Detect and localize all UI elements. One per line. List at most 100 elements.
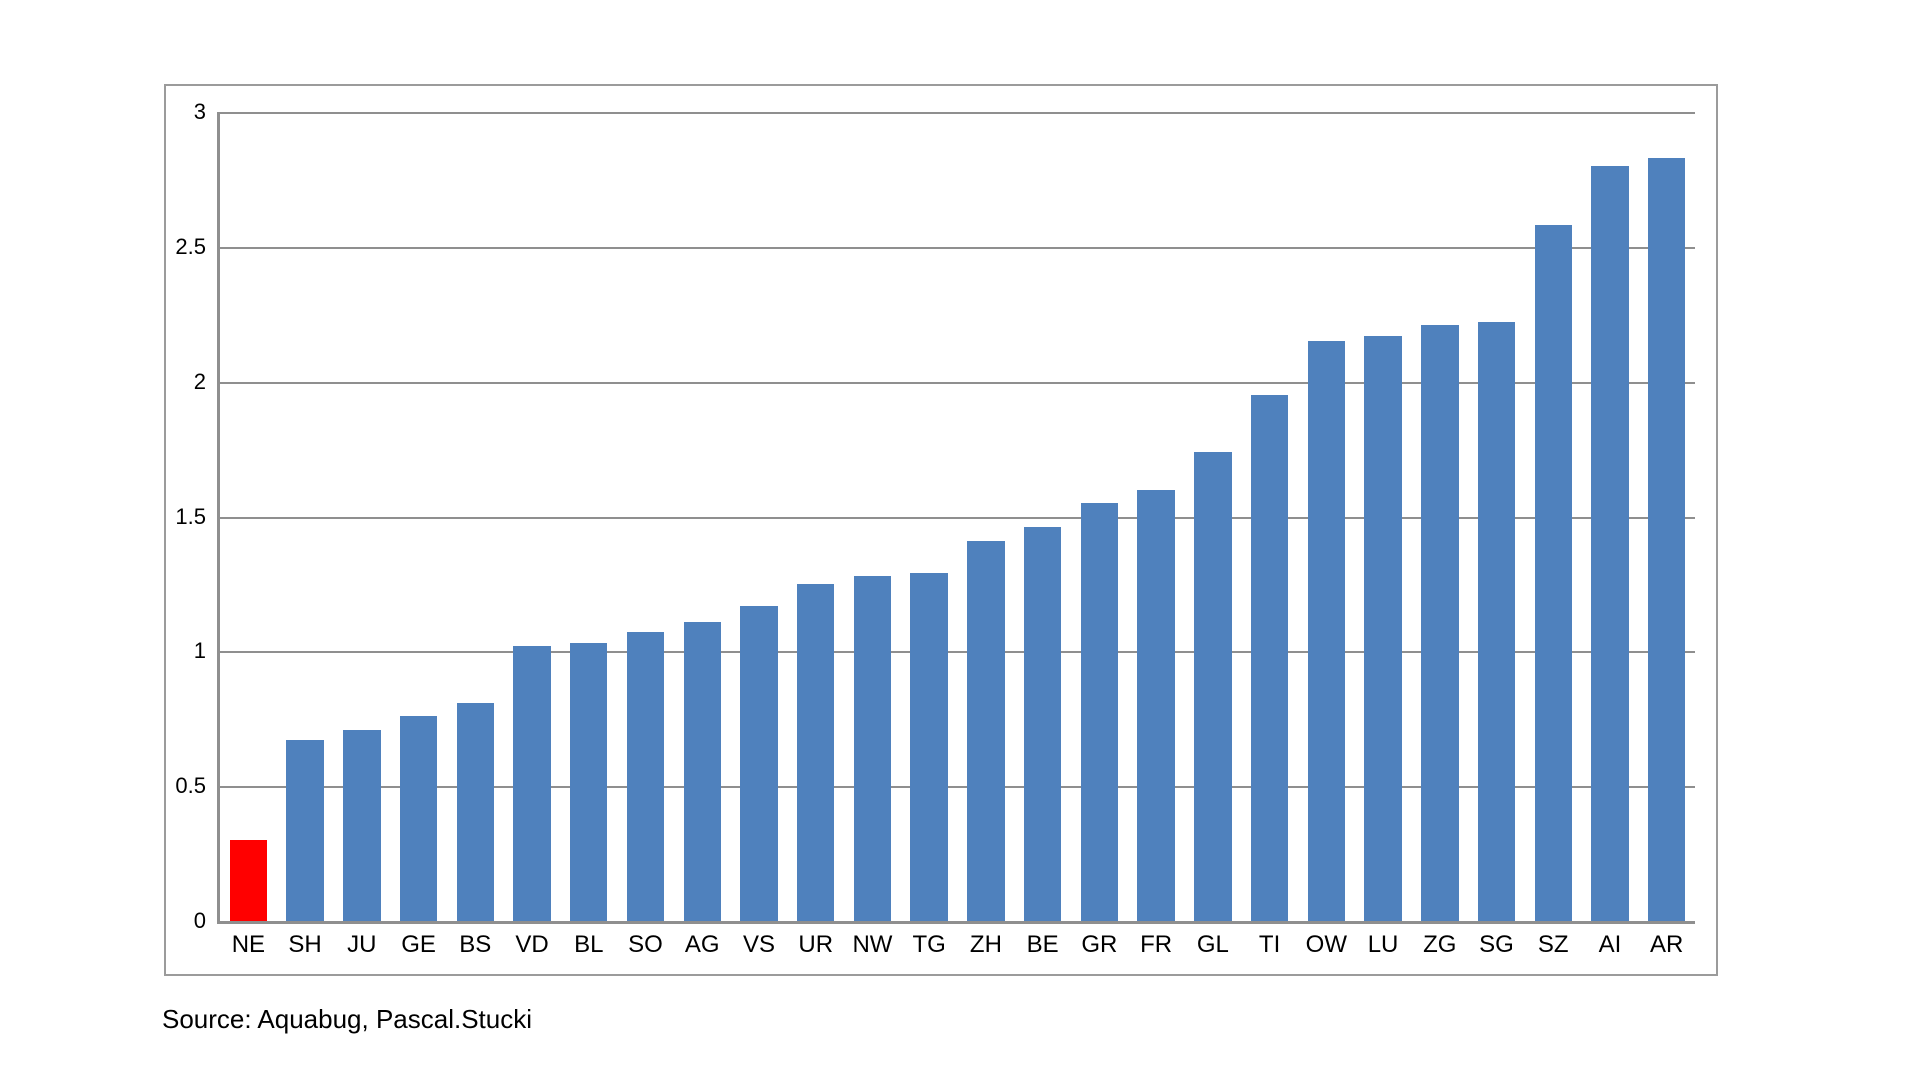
bar-slot-ZG — [1411, 112, 1468, 921]
x-label-SO: SO — [628, 931, 663, 958]
bar-slot-AI — [1582, 112, 1639, 921]
bar-slot-ZH — [958, 112, 1015, 921]
bar-GE — [399, 716, 438, 921]
bar-slot-NE — [220, 112, 277, 921]
bar-SZ — [1534, 225, 1572, 921]
bar-slot-GE — [390, 112, 447, 921]
x-label-NW: NW — [852, 931, 893, 958]
bar-slot-OW — [1298, 112, 1355, 921]
x-label-SG: SG — [1479, 931, 1514, 958]
bar-TI — [1250, 395, 1289, 921]
bar-GR — [1080, 503, 1119, 921]
bar-slot-BL — [560, 112, 617, 921]
bar-ZH — [967, 540, 1005, 921]
bar-BE — [1023, 527, 1062, 921]
plot-area — [217, 112, 1695, 924]
gridline-0.5 — [220, 786, 1695, 789]
x-label-BE: BE — [1026, 931, 1059, 958]
chart-frame — [164, 84, 1718, 976]
x-label-GL: GL — [1196, 931, 1229, 958]
bar-slot-VS — [731, 112, 788, 921]
bar-slot-AG — [674, 112, 731, 921]
x-label-BL: BL — [574, 931, 604, 958]
gridline-1.5 — [220, 516, 1695, 519]
x-axis-line — [217, 921, 1695, 924]
x-label-SH: SH — [288, 931, 322, 958]
bar-slot-GL — [1184, 112, 1241, 921]
gridline-2 — [220, 381, 1695, 384]
bar-slot-UR — [787, 112, 844, 921]
x-label-LU: LU — [1367, 931, 1399, 958]
bar-ZG — [1421, 325, 1459, 921]
bar-slot-VD — [504, 112, 561, 921]
bar-JU — [343, 729, 381, 921]
x-label-NE: NE — [231, 931, 266, 958]
source-note: Source: Aquabug, Pascal.Stucki — [162, 1004, 533, 1034]
bar-NE — [229, 840, 268, 921]
bar-FR — [1137, 489, 1175, 921]
x-label-VD: VD — [515, 931, 549, 958]
x-label-UR: UR — [798, 931, 834, 958]
bar-UR — [796, 583, 835, 921]
bar-slot-BS — [447, 112, 504, 921]
x-label-ZG: ZG — [1423, 931, 1457, 958]
bar-NW — [853, 575, 892, 921]
y-tick-label-0: 0 — [193, 908, 206, 933]
bar-VS — [740, 605, 778, 921]
bar-slot-TG — [901, 112, 958, 921]
bar-slot-SG — [1468, 112, 1525, 921]
bar-GL — [1194, 451, 1232, 921]
x-label-AR: AR — [1650, 931, 1684, 958]
bar-slot-SO — [617, 112, 674, 921]
bar-AI — [1591, 165, 1629, 921]
bar-SG — [1477, 322, 1516, 921]
x-label-BS: BS — [459, 931, 492, 958]
bar-TG — [910, 573, 948, 921]
bar-slot-GR — [1071, 112, 1128, 921]
x-label-GE: GE — [401, 931, 436, 958]
bar-slot-BE — [1014, 112, 1071, 921]
bar-slot-SZ — [1525, 112, 1582, 921]
y-tick-label-1.5: 1.5 — [175, 503, 206, 529]
y-axis-line — [217, 112, 220, 924]
bar-LU — [1364, 335, 1402, 921]
x-label-JU: JU — [347, 931, 377, 958]
bar-AG — [683, 621, 721, 921]
bar-VD — [513, 645, 551, 921]
y-tick-label-3: 3 — [193, 99, 206, 124]
x-label-TG: TG — [912, 931, 946, 958]
bar-slot-NW — [844, 112, 901, 921]
y-tick-label-0.5: 0.5 — [175, 773, 206, 799]
bar-slot-FR — [1128, 112, 1185, 921]
gridline-3 — [220, 112, 1695, 114]
x-label-OW: OW — [1305, 931, 1347, 958]
bar-SO — [626, 632, 665, 921]
gridlines — [220, 112, 1695, 921]
x-label-ZH: ZH — [969, 931, 1002, 958]
x-label-TI: TI — [1258, 931, 1281, 958]
x-label-AI: AI — [1598, 931, 1622, 958]
x-axis-category-labels: NE SH JU GE BS VD BL SO AG VS UR NW TG ZH BE GR FR GL TI OW… — [220, 930, 1695, 960]
bar-BL — [570, 643, 608, 921]
bar-series — [220, 112, 1695, 921]
bar-slot-AR — [1638, 112, 1695, 921]
x-label-FR: FR — [1140, 931, 1173, 958]
x-label-AG: AG — [684, 931, 720, 958]
bar-AR — [1648, 157, 1686, 921]
x-label-GR: GR — [1081, 931, 1118, 958]
bar-slot-TI — [1241, 112, 1298, 921]
bar-slot-SH — [277, 112, 334, 921]
y-tick-label-1: 1 — [193, 638, 206, 664]
gridline-1 — [220, 651, 1695, 654]
bar-SH — [286, 740, 324, 921]
bar-slot-JU — [333, 112, 390, 921]
gridline-2.5 — [220, 246, 1695, 249]
bar-BS — [456, 702, 495, 921]
y-tick-label-2: 2 — [193, 368, 206, 394]
y-tick-label-2.5: 2.5 — [175, 233, 206, 259]
bar-OW — [1307, 341, 1346, 921]
bar-slot-LU — [1355, 112, 1412, 921]
x-label-VS: VS — [742, 931, 775, 958]
x-label-SZ: SZ — [1537, 931, 1569, 958]
